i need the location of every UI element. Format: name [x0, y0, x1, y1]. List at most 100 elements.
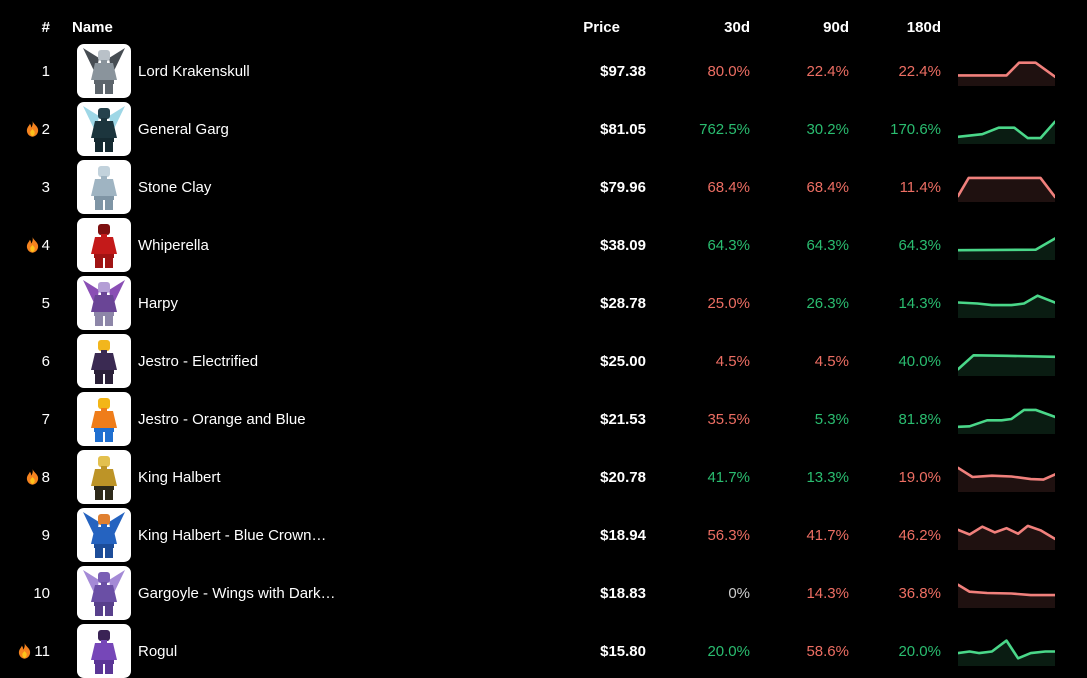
change-30d: 762.5%	[699, 120, 750, 138]
price-value: $28.78	[600, 294, 646, 312]
change-90d: 26.3%	[806, 294, 849, 312]
header-name[interactable]: Name	[72, 19, 113, 36]
change-180d: 40.0%	[898, 352, 941, 370]
header-price[interactable]: Price	[583, 19, 620, 36]
price-value: $97.38	[600, 62, 646, 80]
change-90d: 22.4%	[806, 62, 849, 80]
minifig-name[interactable]: Gargoyle - Wings with Dark…	[138, 584, 336, 602]
rank-number: 4	[41, 236, 50, 254]
table-row[interactable]: 1 Lord Krakenskull $97.38 80.0% 22.4% 22…	[0, 42, 1087, 100]
minifig-thumb-svg	[83, 48, 125, 94]
minifig-name[interactable]: Whiperella	[138, 236, 209, 254]
change-30d: 68.4%	[707, 178, 750, 196]
sparkline-svg	[958, 639, 1055, 666]
minifig-thumb-svg	[91, 166, 117, 210]
minifig-thumb-svg	[91, 224, 117, 268]
price-value: $79.96	[600, 178, 646, 196]
sparkline-svg	[958, 120, 1055, 144]
minifig-name[interactable]: Stone Clay	[138, 178, 212, 196]
price-value: $25.00	[600, 352, 646, 370]
change-90d: 30.2%	[806, 120, 849, 138]
sparkline-cell	[941, 346, 1087, 376]
table-header-row: # Name Price 30d 90d 180d	[0, 0, 1087, 42]
table-row[interactable]: 4 Whiperella $38.09 64.3% 64.3% 64.3%	[0, 216, 1087, 274]
minifig-name[interactable]: Jestro - Electrified	[138, 352, 259, 370]
change-180d: 36.8%	[898, 584, 941, 602]
minifig-thumb-svg	[83, 280, 125, 326]
header-90d[interactable]: 90d	[823, 19, 849, 36]
minifig-thumbnail[interactable]	[77, 450, 131, 504]
minifig-name[interactable]: Harpy	[138, 294, 179, 312]
table-row[interactable]: 11 Rogul $15.80 20.0% 58.6% 20.0%	[0, 622, 1087, 678]
hot-flame-icon	[19, 643, 31, 659]
thumb-cell	[72, 334, 134, 388]
minifig-thumbnail[interactable]	[77, 334, 131, 388]
minifig-thumbnail[interactable]	[77, 102, 131, 156]
minifig-name[interactable]: General Garg	[138, 120, 229, 138]
change-90d: 4.5%	[814, 352, 849, 370]
header-30d[interactable]: 30d	[724, 19, 750, 36]
minifig-name[interactable]: Jestro - Orange and Blue	[138, 410, 306, 428]
sparkline-svg	[958, 61, 1055, 86]
rank-number: 1	[41, 62, 50, 80]
sparkline-cell	[941, 636, 1087, 666]
table-row[interactable]: 10 Gargoyle - Wings with Dark… $18.83 0%…	[0, 564, 1087, 622]
change-30d: 35.5%	[707, 410, 750, 428]
price-value: $20.78	[600, 468, 646, 486]
rank-number: 10	[33, 584, 50, 602]
sparkline-svg	[958, 176, 1055, 202]
sparkline-cell	[941, 462, 1087, 492]
table-row[interactable]: 9 King Halbert - Blue Crown… $18.94 56.3…	[0, 506, 1087, 564]
sparkline-svg	[958, 583, 1055, 608]
minifig-thumbnail[interactable]	[77, 218, 131, 272]
table-row[interactable]: 7 Jestro - Orange and Blue $21.53 35.5% …	[0, 390, 1087, 448]
change-30d: 64.3%	[707, 236, 750, 254]
sparkline-cell	[941, 288, 1087, 318]
price-value: $21.53	[600, 410, 646, 428]
rank-cell: 1	[0, 63, 72, 80]
minifig-thumbnail[interactable]	[77, 392, 131, 446]
sparkline-cell	[941, 114, 1087, 144]
rank-cell: 8	[0, 469, 72, 486]
price-value: $81.05	[600, 120, 646, 138]
hot-flame-icon	[26, 237, 38, 253]
rank-cell: 3	[0, 179, 72, 196]
table-row[interactable]: 3 Stone Clay $79.96 68.4% 68.4% 11.4%	[0, 158, 1087, 216]
rank-number: 2	[41, 120, 50, 138]
thumb-cell	[72, 566, 134, 620]
minifig-thumbnail[interactable]	[77, 160, 131, 214]
table-row[interactable]: 6 Jestro - Electrified $25.00 4.5% 4.5% …	[0, 332, 1087, 390]
header-180d[interactable]: 180d	[906, 19, 941, 36]
minifig-thumbnail[interactable]	[77, 276, 131, 330]
minifig-name[interactable]: King Halbert - Blue Crown…	[138, 526, 327, 544]
change-90d: 64.3%	[806, 236, 849, 254]
sparkline-cell	[941, 230, 1087, 260]
minifig-thumbnail[interactable]	[77, 566, 131, 620]
minifig-thumb-svg	[83, 512, 125, 558]
minifig-thumbnail[interactable]	[77, 508, 131, 562]
change-30d: 0%	[728, 584, 750, 602]
change-180d: 14.3%	[898, 294, 941, 312]
thumb-cell	[72, 508, 134, 562]
minifig-thumbnail[interactable]	[77, 44, 131, 98]
header-rank: #	[41, 19, 50, 36]
table-row[interactable]: 8 King Halbert $20.78 41.7% 13.3% 19.0%	[0, 448, 1087, 506]
table-row[interactable]: 5 Harpy $28.78 25.0% 26.3% 14.3%	[0, 274, 1087, 332]
table-row[interactable]: 2 General Garg $81.05 762.5% 30.2% 170.6…	[0, 100, 1087, 158]
thumb-cell	[72, 276, 134, 330]
minifig-name[interactable]: Lord Krakenskull	[138, 62, 250, 80]
thumb-cell	[72, 160, 134, 214]
thumb-cell	[72, 102, 134, 156]
minifig-thumbnail[interactable]	[77, 624, 131, 678]
minifig-name[interactable]: Rogul	[138, 642, 178, 660]
change-30d: 25.0%	[707, 294, 750, 312]
minifig-name[interactable]: King Halbert	[138, 468, 221, 486]
change-180d: 81.8%	[898, 410, 941, 428]
change-180d: 20.0%	[898, 642, 941, 660]
thumb-cell	[72, 392, 134, 446]
sparkline-svg	[958, 524, 1055, 550]
minifig-thumb-svg	[91, 340, 117, 384]
sparkline-svg	[958, 237, 1055, 260]
minifig-thumb-svg	[91, 456, 117, 500]
